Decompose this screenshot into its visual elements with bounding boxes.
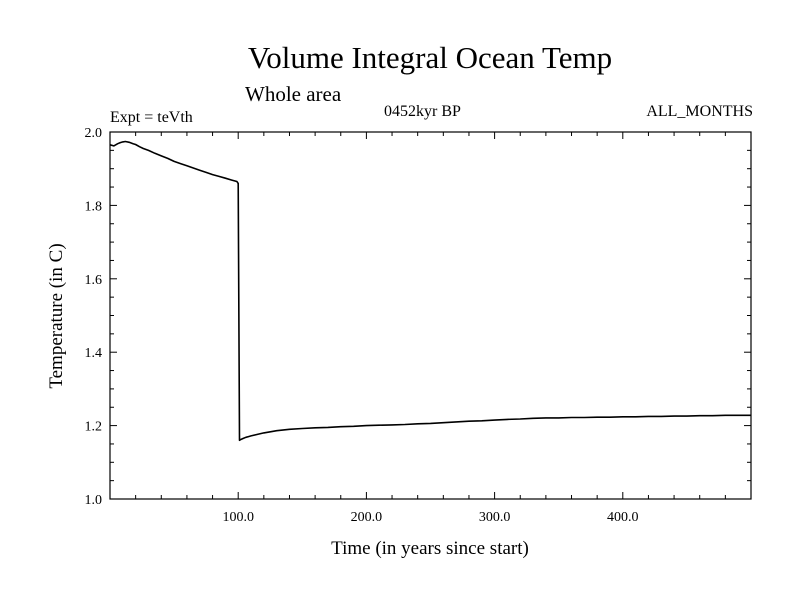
- chart-subtitle: Whole area: [245, 82, 342, 106]
- x-tick-label: 100.0: [222, 510, 254, 525]
- axis-ticks: [110, 132, 751, 499]
- x-axis-label: Time (in years since start): [331, 538, 529, 559]
- months-label: ALL_MONTHS: [646, 103, 753, 120]
- plot-frame: [109, 131, 752, 500]
- y-tick-label: 1.4: [85, 346, 103, 361]
- y-tick-label: 1.0: [85, 493, 103, 508]
- y-tick-label: 2.0: [85, 126, 103, 141]
- axis-tick-labels: 100.0 200.0 300.0 400.0 1.0 1.2 1.4 1.6 1.8 2.0: [85, 126, 639, 525]
- x-tick-label: 300.0: [479, 510, 511, 525]
- chart-title: Volume Integral Ocean Temp: [248, 40, 612, 75]
- period-label: 0452kyr BP: [384, 103, 461, 120]
- y-tick-label: 1.6: [85, 273, 103, 288]
- experiment-label: Expt = teVth: [110, 109, 193, 126]
- temperature-series-line: [109, 140, 751, 442]
- y-tick-label: 1.2: [85, 420, 103, 435]
- y-tick-label: 1.8: [85, 199, 103, 214]
- x-tick-label: 200.0: [351, 510, 383, 525]
- y-axis-label: Temperature (in C): [46, 243, 67, 388]
- x-tick-label: 400.0: [607, 510, 639, 525]
